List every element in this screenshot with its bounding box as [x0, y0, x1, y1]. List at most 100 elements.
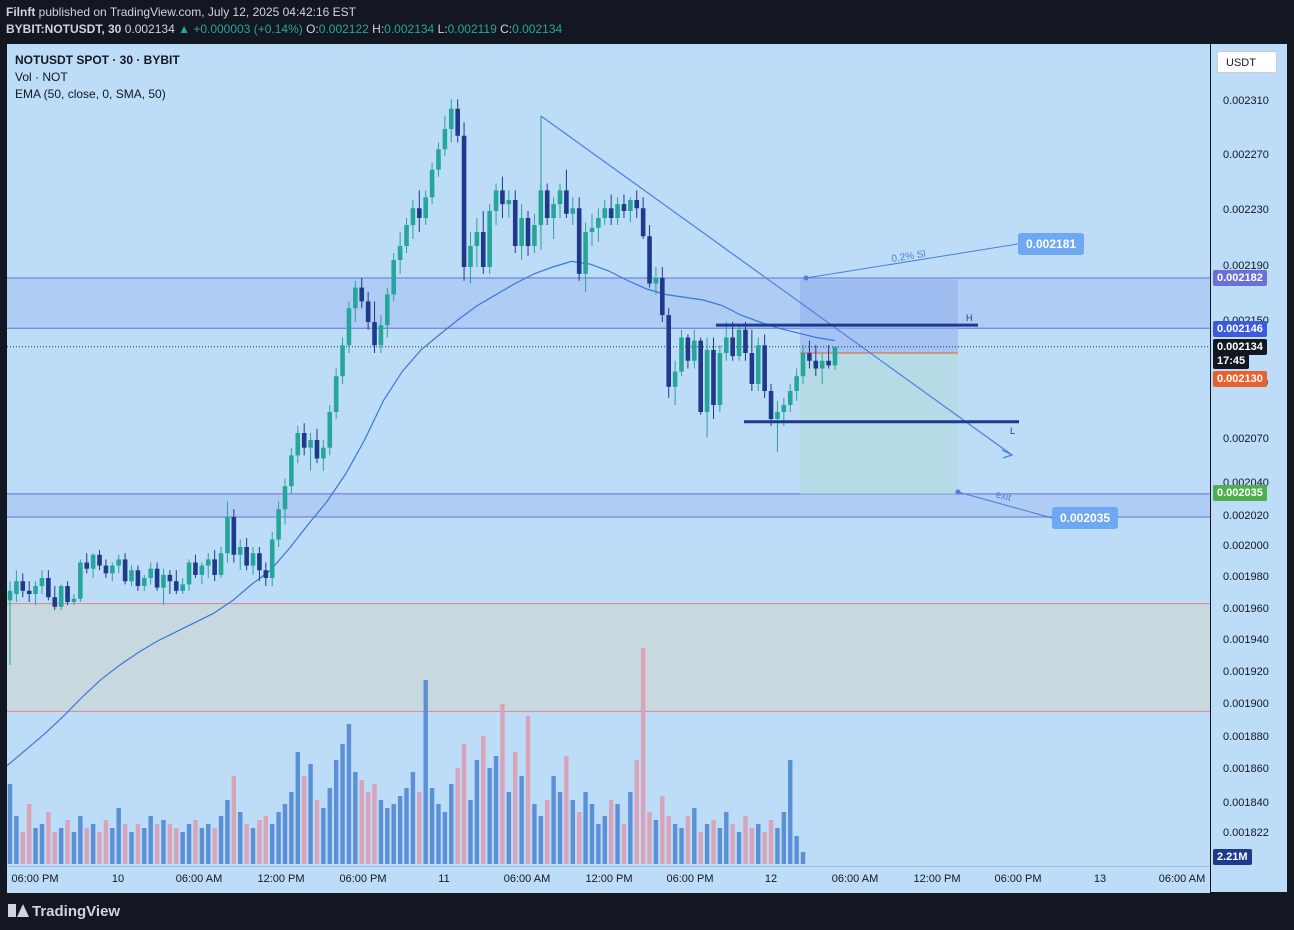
candle-body [813, 360, 819, 369]
volume-bar [589, 804, 595, 864]
close-value: 0.002134 [512, 22, 563, 36]
candle-body [615, 204, 620, 218]
price-tick: 0.002190 [1223, 260, 1269, 272]
volume-bar [199, 828, 205, 864]
candle-body [461, 135, 467, 267]
candle-body [717, 353, 723, 405]
volume-bar [180, 832, 185, 864]
volume-bar [314, 800, 320, 864]
candle-body [148, 568, 153, 578]
volume-bar [142, 828, 147, 864]
candle-body [263, 570, 269, 578]
volume-bar [289, 792, 294, 864]
volume-bar [442, 812, 448, 864]
currency-button[interactable]: USDT [1217, 51, 1277, 73]
volume-bar [410, 772, 416, 864]
legend-ema[interactable]: EMA (50, close, 0, SMA, 50) [15, 87, 166, 101]
volume-bar [500, 704, 505, 864]
volume-bar [429, 788, 435, 864]
publisher-name[interactable]: Filnft [6, 5, 36, 19]
volume-bar [103, 820, 109, 864]
volume-bar [154, 824, 160, 864]
chart-plot-area[interactable]: H L 0.2% Sl exit [7, 44, 1210, 866]
candle-body [359, 287, 365, 302]
volume-bar [749, 828, 755, 864]
candle-body [723, 337, 729, 353]
candle-body [161, 574, 166, 588]
current-price-label: 0.002134 [1213, 339, 1267, 355]
candle-body [257, 553, 262, 571]
volume-bar [327, 788, 332, 864]
candle-body [103, 565, 109, 574]
volume-bar [794, 836, 799, 864]
volume-bar [321, 808, 326, 864]
candle-body [282, 486, 288, 510]
volume-bar [468, 800, 473, 864]
candle-body [807, 353, 812, 361]
time-tick: 12:00 PM [913, 873, 961, 885]
price-tick: 0.001860 [1223, 763, 1269, 775]
volume-bar [333, 760, 339, 864]
symbol-info: BYBIT:NOTUSDT, 30 [6, 22, 122, 36]
legend-title[interactable]: NOTUSDT SPOT · 30 · BYBIT [15, 53, 180, 67]
volume-bar [161, 820, 166, 864]
volume-bar [417, 792, 422, 864]
volume-bar [564, 756, 569, 864]
price-tick: 0.002070 [1223, 433, 1269, 445]
chart-legend: NOTUSDT SPOT · 30 · BYBIT Vol · NOT EMA … [15, 52, 180, 103]
candle-body [423, 197, 428, 218]
candle-body [129, 570, 134, 582]
legend-volume[interactable]: Vol · NOT [15, 70, 68, 84]
volume-bar [212, 828, 217, 864]
candle-body [231, 517, 237, 555]
candle-body [308, 440, 313, 448]
volume-bar [206, 824, 211, 864]
publisher-line: Filnft published on TradingView.com, Jul… [6, 5, 356, 19]
volume-bar [308, 764, 313, 864]
candle-body [7, 590, 13, 601]
candle-body [346, 308, 352, 346]
candle-body [436, 149, 441, 170]
volume-bar [788, 760, 793, 864]
volume-bar [756, 824, 761, 864]
volume-bar [506, 792, 512, 864]
time-tick: 06:00 AM [175, 873, 223, 885]
volume-bar [193, 820, 198, 864]
volume-bar [576, 812, 582, 864]
time-tick: 06:00 PM [339, 873, 387, 885]
time-tick: 12 [764, 873, 778, 885]
volume-bar [122, 824, 128, 864]
volume-bar [532, 804, 537, 864]
price-axis[interactable]: USDT 0.002310 0.002270 0.002230 0.002190 0.0… [1211, 44, 1287, 866]
high-value: 0.002134 [384, 22, 435, 36]
ohlc-line: BYBIT:NOTUSDT, 30 0.002134 ▲ +0.000003 (… [6, 22, 562, 36]
target-price-label: 0.002035 [1213, 485, 1267, 501]
stop-callout[interactable]: 0.002181 [1018, 233, 1085, 255]
time-axis[interactable]: 06:00 PM 10 06:00 AM 12:00 PM 06:00 PM 11 06:0… [7, 866, 1210, 893]
tradingview-brand: TradingView [32, 903, 121, 920]
candle-body [474, 232, 480, 246]
chart-svg[interactable]: H L 0.2% Sl exit [7, 44, 1210, 866]
candle-body [819, 360, 825, 369]
candle-body [378, 325, 384, 346]
time-tick: 06:00 AM [1158, 873, 1206, 885]
candle-body [711, 349, 716, 405]
candle-body [65, 586, 70, 602]
candle-body [333, 376, 339, 412]
volume-bar [186, 824, 192, 864]
candle-body [551, 204, 556, 218]
volume-bar [736, 832, 742, 864]
candle-body [353, 287, 358, 309]
volume-bar [295, 752, 300, 864]
candle-body [142, 578, 147, 586]
volume-bar [711, 820, 716, 864]
volume-bar [557, 792, 563, 864]
volume-bar [391, 804, 396, 864]
time-tick: 06:00 PM [11, 873, 59, 885]
time-tick: 06:00 AM [503, 873, 551, 885]
time-tick: 13 [1093, 873, 1107, 885]
volume-bar [46, 812, 51, 864]
volume-bar [33, 828, 38, 864]
target-callout[interactable]: 0.002035 [1052, 507, 1119, 529]
tradingview-logo[interactable]: TradingView [8, 903, 120, 920]
